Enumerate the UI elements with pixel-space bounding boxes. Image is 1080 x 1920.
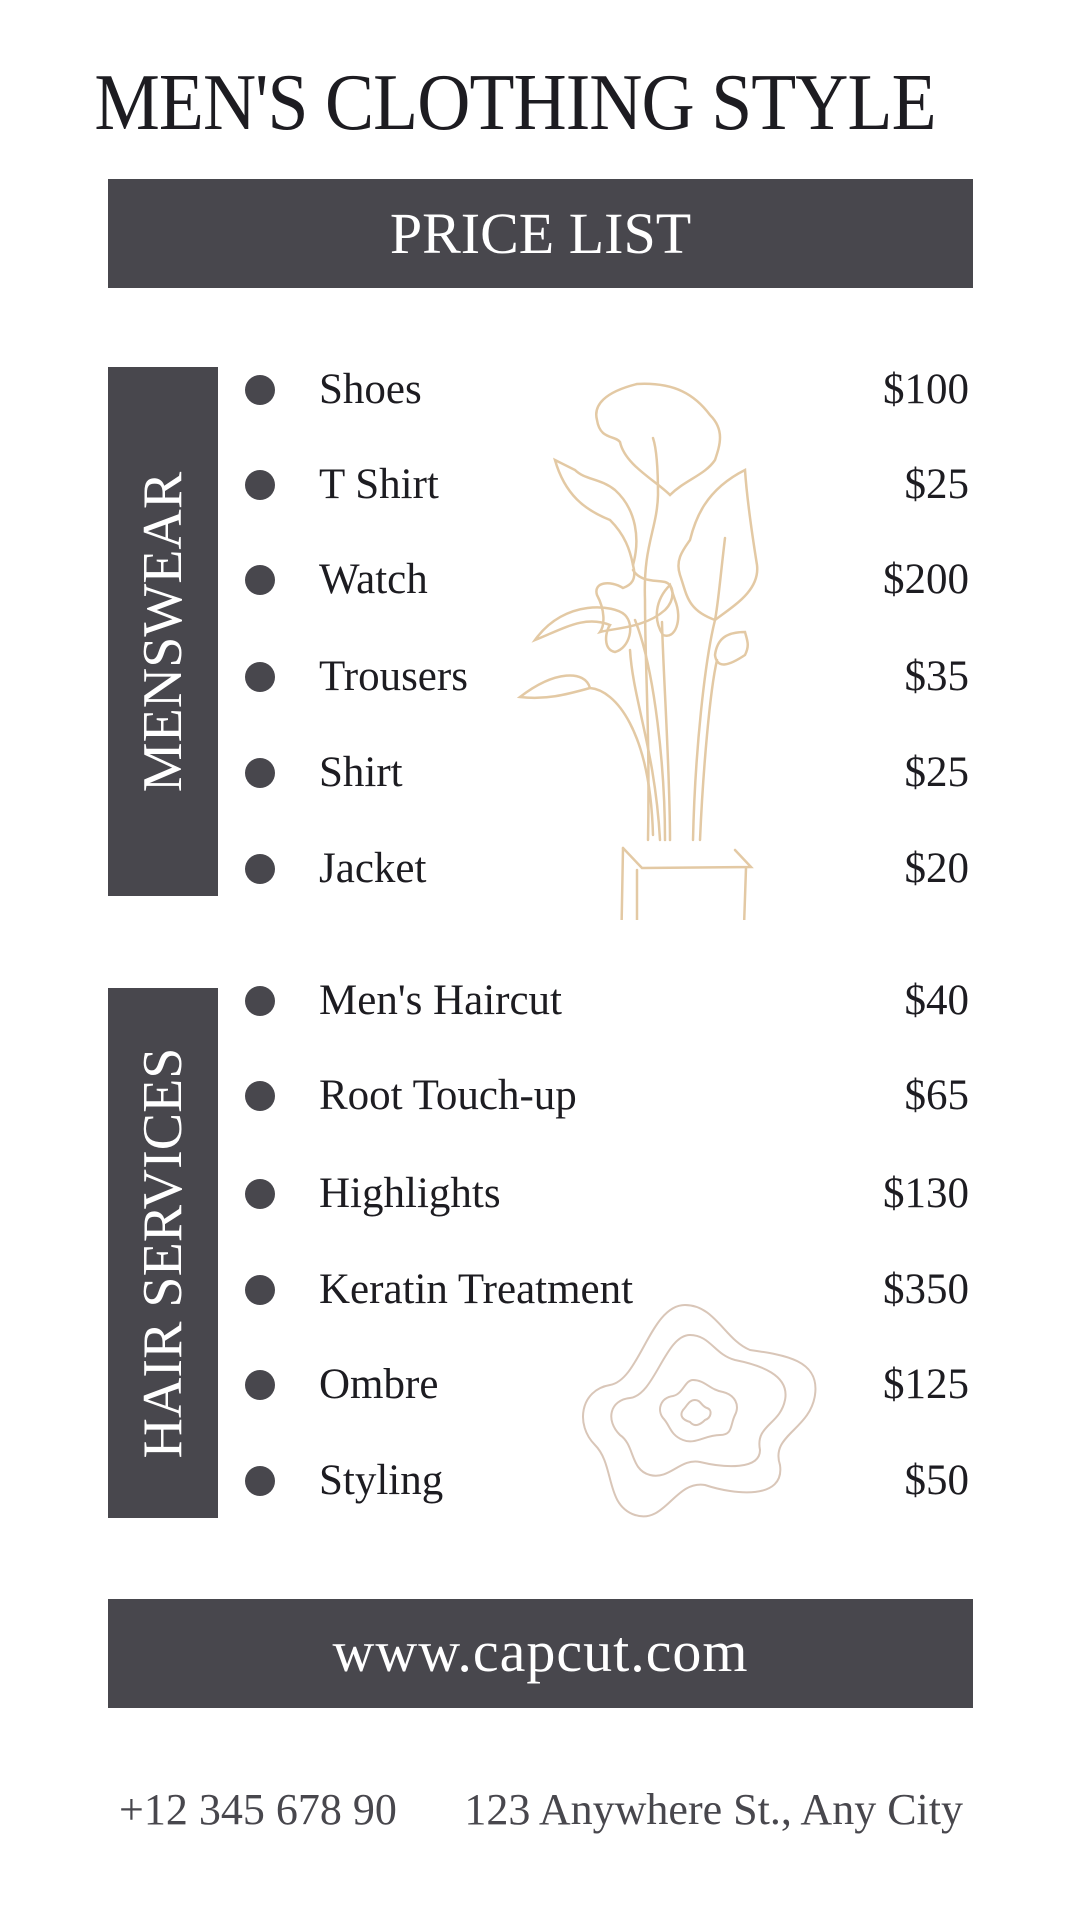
item-label: Ombre — [319, 1361, 439, 1408]
price-list-banner: PRICE LIST — [108, 179, 973, 288]
bullet-icon — [245, 1179, 275, 1209]
list-item: Ombre $125 — [245, 1355, 969, 1415]
abstract-ripple-shape-icon — [582, 1303, 817, 1518]
item-label: Shoes — [319, 366, 422, 413]
list-item: Shirt $25 — [245, 743, 969, 803]
bullet-icon — [245, 986, 275, 1016]
item-price: $100 — [883, 366, 969, 413]
list-item: T Shirt $25 — [245, 455, 969, 515]
list-item: Root Touch-up $65 — [245, 1066, 969, 1126]
item-label: Keratin Treatment — [319, 1266, 634, 1313]
phone-number: +12 345 678 90 — [119, 1785, 397, 1834]
section-label-menswear: MENSWEAR — [108, 367, 218, 896]
website-link[interactable]: www.capcut.com — [108, 1599, 973, 1708]
section-label-hair-services: HAIR SERVICES — [108, 988, 218, 1518]
list-item: Highlights $130 — [245, 1164, 969, 1224]
bullet-icon — [245, 1370, 275, 1400]
list-item: Watch $200 — [245, 550, 969, 610]
bullet-icon — [245, 662, 275, 692]
bullet-icon — [245, 1275, 275, 1305]
item-price: $65 — [904, 1072, 970, 1119]
item-price: $200 — [883, 556, 969, 603]
item-label: Trousers — [319, 653, 468, 700]
item-price: $35 — [904, 653, 970, 700]
item-label: Shirt — [319, 749, 403, 796]
page-title: MEN'S CLOTHING STYLE — [94, 59, 936, 147]
item-label: Highlights — [319, 1170, 501, 1217]
item-label: Styling — [319, 1457, 444, 1504]
item-price: $350 — [883, 1266, 969, 1313]
list-item: Styling $50 — [245, 1451, 969, 1511]
item-price: $20 — [904, 845, 970, 892]
item-price: $130 — [883, 1170, 969, 1217]
item-label: Jacket — [319, 845, 427, 892]
item-price: $25 — [904, 749, 970, 796]
list-item: Trousers $35 — [245, 647, 969, 707]
list-item: Keratin Treatment $350 — [245, 1260, 969, 1320]
item-price: $125 — [883, 1361, 969, 1408]
bullet-icon — [245, 565, 275, 595]
bullet-icon — [245, 854, 275, 884]
plant-illustration-icon — [516, 382, 759, 920]
item-label: Watch — [319, 556, 428, 603]
item-price: $40 — [904, 977, 970, 1024]
item-price: $50 — [904, 1457, 970, 1504]
item-label: Men's Haircut — [319, 977, 562, 1024]
section-title: HAIR SERVICES — [132, 1047, 194, 1459]
bullet-icon — [245, 375, 275, 405]
bullet-icon — [245, 758, 275, 788]
list-item: Men's Haircut $40 — [245, 971, 969, 1031]
item-price: $25 — [904, 461, 970, 508]
bullet-icon — [245, 470, 275, 500]
list-item: Shoes $100 — [245, 360, 969, 420]
bullet-icon — [245, 1081, 275, 1111]
item-label: T Shirt — [319, 461, 439, 508]
item-label: Root Touch-up — [319, 1072, 577, 1119]
address: 123 Anywhere St., Any City — [464, 1785, 963, 1834]
list-item: Jacket $20 — [245, 839, 969, 899]
section-title: MENSWEAR — [132, 471, 194, 792]
bullet-icon — [245, 1466, 275, 1496]
